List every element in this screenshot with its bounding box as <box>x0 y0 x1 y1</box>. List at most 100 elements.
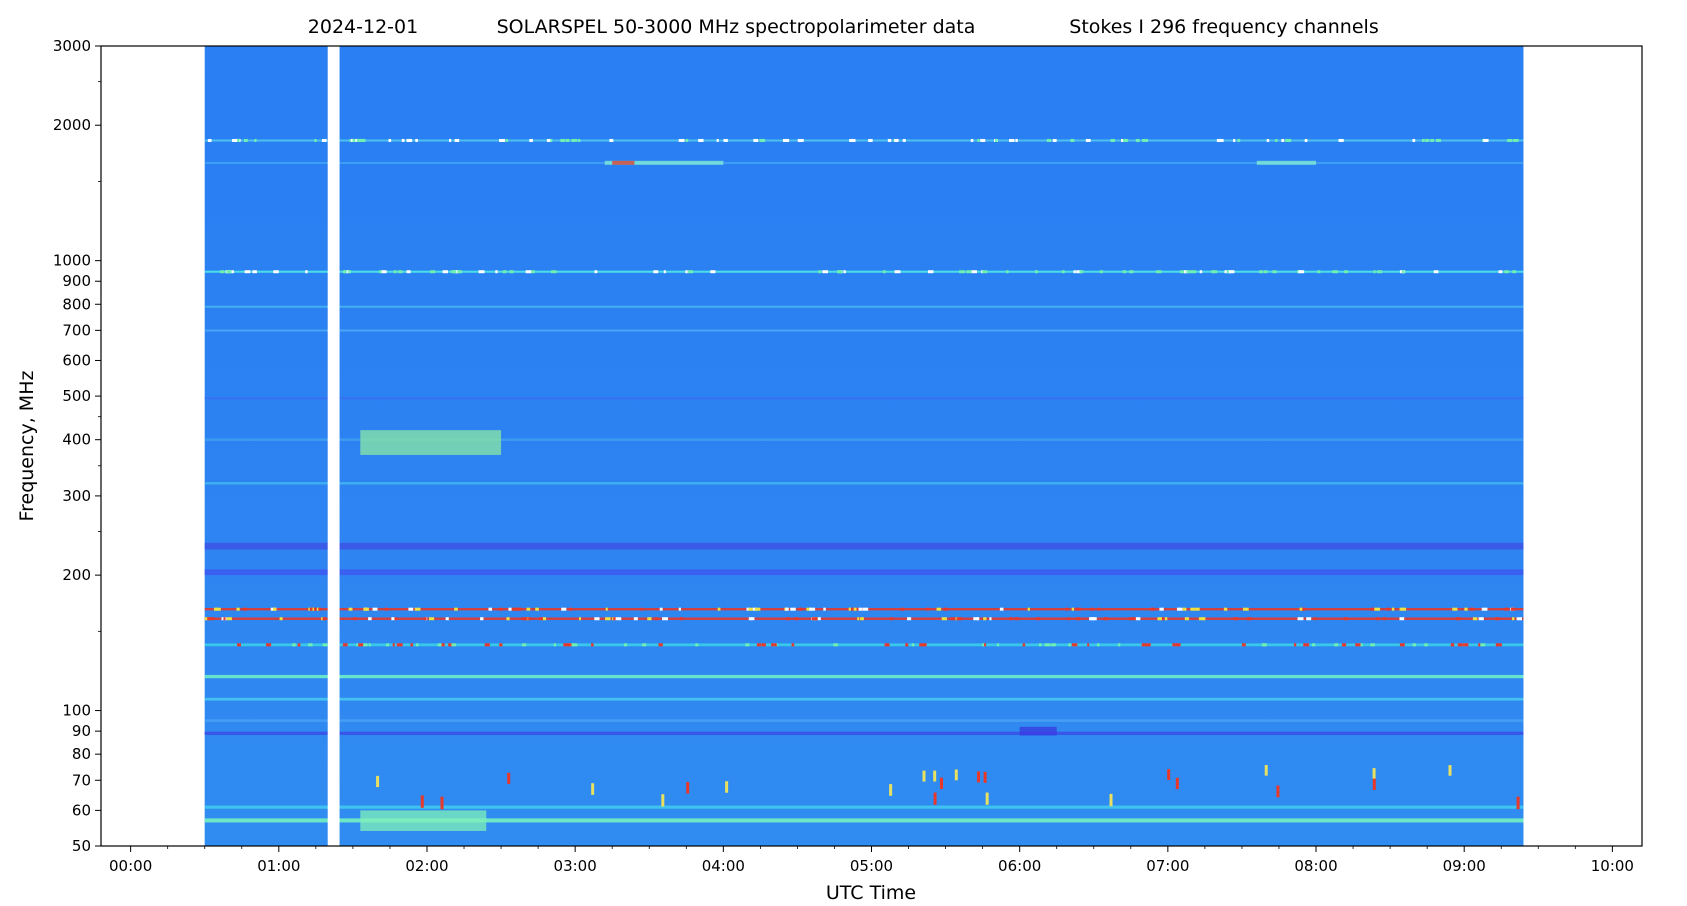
speckle-3-22 <box>430 270 436 274</box>
frequency-band-9 <box>204 569 1524 576</box>
x-tick-label-10: 10:00 <box>1591 857 1634 875</box>
low-spike-2 <box>933 770 937 782</box>
speckle-3-47 <box>710 270 716 274</box>
speckle-4-8 <box>546 138 552 142</box>
speckle-3-45 <box>1076 270 1082 274</box>
speckle-4-89 <box>1421 138 1425 142</box>
speckle-0-83 <box>853 607 857 611</box>
speckle-3-64 <box>1061 270 1065 274</box>
speckle-4-2 <box>454 138 460 142</box>
speckle-0-23 <box>516 607 522 611</box>
speckle-0-6 <box>943 607 948 611</box>
speckle-0-38 <box>312 607 315 611</box>
x-tick-label-4: 04:00 <box>702 857 745 875</box>
x-tick-label-9: 09:00 <box>1443 857 1486 875</box>
y-axis: 50 60 70 80 90 100 200 300 400 500 600 700 800 900 100… <box>53 37 101 855</box>
speckle-0-3 <box>746 607 750 611</box>
feature-dark-patch <box>1019 726 1057 736</box>
speckle-2-22 <box>1097 643 1100 647</box>
speckle-3-9 <box>966 270 972 274</box>
speckle-3-23 <box>1122 270 1127 274</box>
speckle-0-63 <box>790 607 796 611</box>
low-spike-3 <box>889 784 893 796</box>
y-axis-label: Frequency, MHz <box>16 371 38 522</box>
frequency-band-17 <box>204 805 1524 809</box>
speckle-1-3 <box>647 617 652 621</box>
speckle-0-39 <box>1300 607 1306 611</box>
feature-low-band-glow <box>360 810 487 831</box>
low-spike-9 <box>376 775 380 788</box>
speckle-4-79 <box>566 138 570 142</box>
speckle-3-62 <box>982 270 988 274</box>
speckle-0-88 <box>568 607 573 611</box>
speckle-1-35 <box>748 617 753 621</box>
speckle-1-71 <box>605 617 611 621</box>
speckle-3-2 <box>663 270 666 274</box>
speckle-2-20 <box>362 643 368 647</box>
speckle-1-37 <box>1090 617 1095 621</box>
speckle-0-34 <box>1386 607 1390 611</box>
speckle-1-38 <box>817 617 821 621</box>
speckle-1-64 <box>1067 617 1070 621</box>
speckle-4-77 <box>797 138 804 142</box>
speckle-4-85 <box>237 138 240 142</box>
title-instrument: SOLARSPEL 50-3000 MHz spectropolarimeter… <box>497 16 976 38</box>
low-spike-14 <box>420 795 424 808</box>
speckle-4-62 <box>388 138 392 142</box>
x-axis: 00:00 01:00 02:00 03:00 04:00 05:00 06:00 07:00… <box>109 846 1634 875</box>
speckle-0-73 <box>754 607 761 611</box>
speckle-4-71 <box>980 138 986 142</box>
speckle-2-31 <box>1450 643 1455 647</box>
speckle-2-89 <box>1241 643 1246 647</box>
speckle-1-10 <box>1376 617 1380 621</box>
speckle-1-32 <box>322 617 326 621</box>
speckle-4-88 <box>361 138 366 142</box>
speckle-3-20 <box>244 270 251 274</box>
speckle-2-87 <box>293 643 296 647</box>
speckle-3-83 <box>1264 270 1268 274</box>
frequency-band-5 <box>204 397 1524 400</box>
speckle-2-78 <box>1478 643 1481 647</box>
speckle-1-53 <box>750 617 755 621</box>
speckle-4-66 <box>755 138 758 142</box>
speckle-3-65 <box>822 270 829 274</box>
low-spike-13 <box>1264 765 1268 776</box>
speckle-0-49 <box>678 607 681 611</box>
speckle-3-49 <box>1211 270 1215 274</box>
speckle-0-76 <box>640 607 643 611</box>
speckle-1-79 <box>207 617 211 621</box>
speckle-3-12 <box>406 270 411 274</box>
speckle-2-60 <box>1457 643 1463 647</box>
speckle-0-27 <box>236 607 240 611</box>
speckle-1-5 <box>1184 617 1189 621</box>
speckle-1-55 <box>983 617 987 621</box>
speckle-1-73 <box>633 617 638 621</box>
speckle-0-68 <box>1470 607 1475 611</box>
frequency-band-4 <box>204 329 1524 332</box>
speckle-3-28 <box>398 270 403 274</box>
low-spike-16 <box>939 777 943 790</box>
speckle-3-37 <box>1099 270 1103 274</box>
speckle-2-80 <box>833 643 838 647</box>
low-spike-7 <box>686 781 690 794</box>
speckle-0-85 <box>1452 607 1458 611</box>
speckle-3-36 <box>594 270 598 274</box>
speckle-0-40 <box>856 607 859 611</box>
speckle-0-13 <box>1223 607 1228 611</box>
speckle-0-20 <box>1464 607 1468 611</box>
speckle-1-45 <box>579 617 582 621</box>
speckle-4-69 <box>723 138 728 142</box>
speckle-4-44 <box>1430 138 1434 142</box>
speckle-2-81 <box>451 643 456 647</box>
speckle-4-17 <box>314 138 317 142</box>
speckle-3-19 <box>971 270 977 274</box>
speckle-3-4 <box>959 270 965 274</box>
speckle-2-86 <box>1462 643 1469 647</box>
speckle-1-61 <box>1157 617 1162 621</box>
frequency-band-15 <box>204 719 1524 722</box>
speckle-0-58 <box>1242 607 1249 611</box>
speckle-1-60 <box>521 617 528 621</box>
speckle-1-57 <box>794 617 799 621</box>
speckle-4-60 <box>406 138 412 142</box>
speckle-1-72 <box>1133 617 1136 621</box>
